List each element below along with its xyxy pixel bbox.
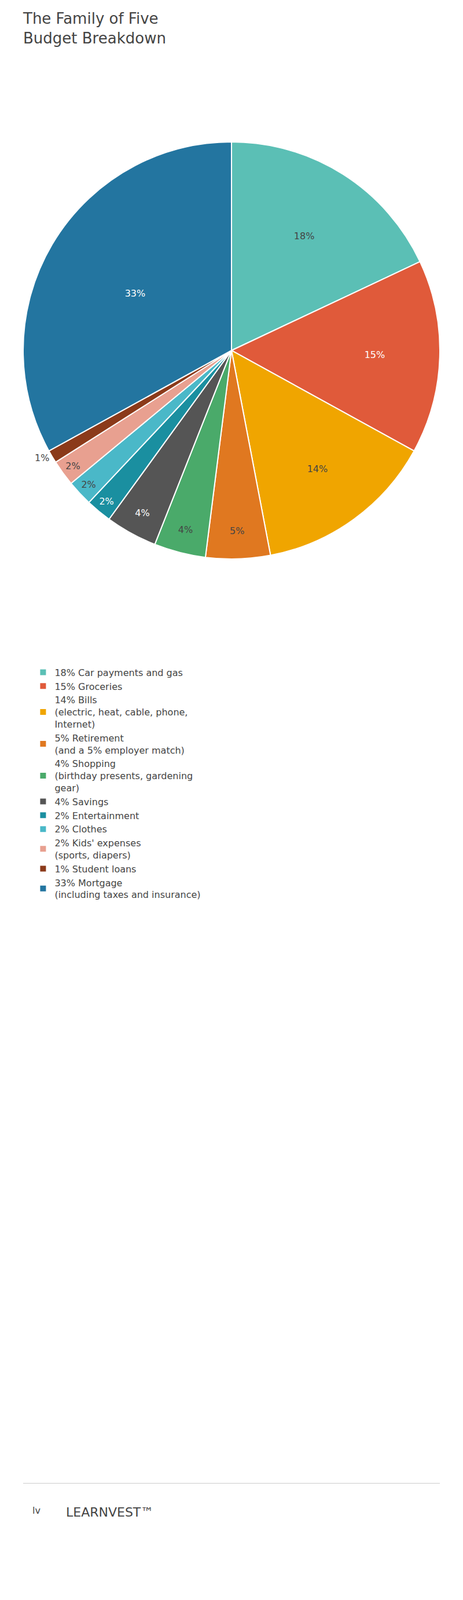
svg-text:The Family of FiveBudget Break: The Family of FiveBudget Breakdown [22, 9, 167, 47]
svg-text:2% Kids' expenses(sports, diap: 2% Kids' expenses(sports, diapers) [54, 836, 141, 861]
svg-text:33%: 33% [125, 287, 146, 299]
svg-text:1% Student loans: 1% Student loans [54, 862, 137, 874]
svg-text:4% Savings: 4% Savings [54, 795, 109, 807]
svg-text:5%: 5% [229, 524, 245, 536]
svg-text:18% Car payments and gas: 18% Car payments and gas [54, 666, 183, 678]
svg-text:LEARNVEST™: LEARNVEST™ [65, 1503, 154, 1519]
svg-text:2%: 2% [81, 478, 96, 490]
svg-text:2%: 2% [98, 495, 114, 507]
svg-text:4%: 4% [178, 523, 193, 535]
svg-text:15% Groceries: 15% Groceries [54, 680, 123, 692]
svg-text:14%: 14% [307, 463, 329, 474]
svg-text:5% Retirement(and a 5% employe: 5% Retirement(and a 5% employer match) [54, 732, 185, 756]
svg-text:2% Entertainment: 2% Entertainment [54, 809, 139, 821]
svg-text:lv: lv [32, 1503, 41, 1515]
svg-text:4%: 4% [134, 506, 150, 518]
svg-text:33% Mortgage(including taxes a: 33% Mortgage(including taxes and insuran… [54, 876, 201, 900]
svg-text:18%: 18% [294, 230, 315, 242]
svg-text:2%: 2% [65, 460, 80, 472]
svg-text:2% Clothes: 2% Clothes [54, 822, 107, 834]
svg-text:4% Shopping(birthday presents,: 4% Shopping(birthday presents, gardening… [54, 757, 193, 793]
svg-text:15%: 15% [364, 348, 386, 360]
svg-text:1%: 1% [34, 452, 50, 463]
svg-text:14% Bills(electric, heat, cabl: 14% Bills(electric, heat, cable, phone,I… [54, 693, 188, 730]
